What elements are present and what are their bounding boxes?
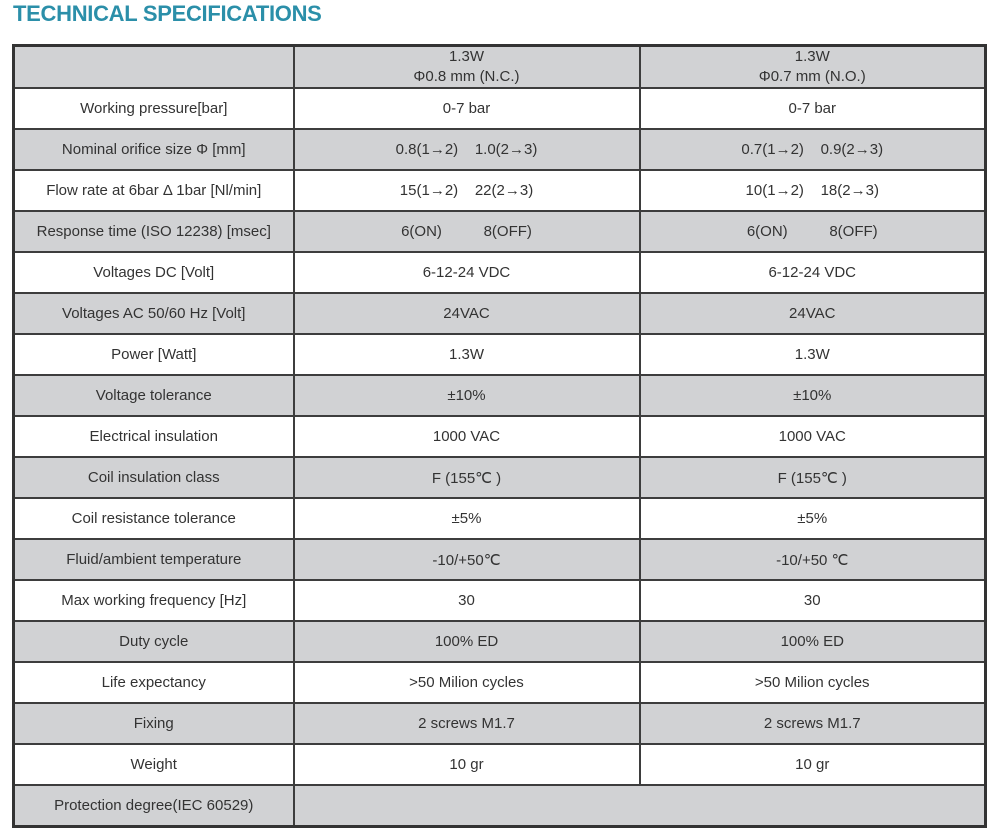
table-row: Duty cycle 100% ED 100% ED: [12, 620, 987, 663]
table-row: Weight 10 gr 10 gr: [12, 743, 987, 786]
row-value: 0.7(1→2) 0.9(2→3): [638, 128, 987, 171]
row-value: ±10%: [292, 374, 641, 417]
row-value: 6(ON) 8(OFF): [292, 210, 641, 253]
row-value: 0-7 bar: [292, 87, 641, 130]
row-value: 0.8(1→2) 1.0(2→3): [292, 128, 641, 171]
row-label: Voltage tolerance: [12, 374, 295, 417]
table-header-row: 1.3W Φ0.8 mm (N.C.) 1.3W Φ0.7 mm (N.O.): [12, 44, 987, 89]
row-value: 1000 VAC: [638, 415, 987, 458]
row-label: Max working frequency [Hz]: [12, 579, 295, 622]
row-label: Voltages AC 50/60 Hz [Volt]: [12, 292, 295, 335]
row-label: Coil resistance tolerance: [12, 497, 295, 540]
table-row: Nominal orifice size Φ [mm] 0.8(1→2) 1.0(…: [12, 128, 987, 171]
spec-table-body: 1.3W Φ0.8 mm (N.C.) 1.3W Φ0.7 mm (N.O.) …: [12, 44, 987, 828]
row-value: -10/+50 ℃: [638, 538, 987, 581]
row-label: Power [Watt]: [12, 333, 295, 376]
table-row: Life expectancy >50 Milion cycles >50 Mili…: [12, 661, 987, 704]
row-value: >50 Milion cycles: [292, 661, 641, 704]
row-value: 10 gr: [638, 743, 987, 786]
table-row: Protection degree(IEC 60529): [12, 784, 987, 828]
row-value: 30: [638, 579, 987, 622]
table-row: Working pressure[bar] 0-7 bar 0-7 bar: [12, 87, 987, 130]
row-value: 10 gr: [292, 743, 641, 786]
table-row: Voltage tolerance ±10% ±10%: [12, 374, 987, 417]
row-label: Coil insulation class: [12, 456, 295, 499]
table-row: Fixing 2 screws M1.7 2 screws M1.7: [12, 702, 987, 745]
row-value: 1.3W: [638, 333, 987, 376]
row-value: ±5%: [292, 497, 641, 540]
row-value: 2 screws M1.7: [638, 702, 987, 745]
row-label: Life expectancy: [12, 661, 295, 704]
row-value: ±10%: [638, 374, 987, 417]
row-value: 24VAC: [638, 292, 987, 335]
row-label: Fluid/ambient temperature: [12, 538, 295, 581]
row-label: Protection degree(IEC 60529): [12, 784, 295, 828]
table-row: Voltages AC 50/60 Hz [Volt] 24VAC 24VAC: [12, 292, 987, 335]
row-label: Electrical insulation: [12, 415, 295, 458]
header-column-no: 1.3W Φ0.7 mm (N.O.): [638, 44, 987, 89]
row-value: >50 Milion cycles: [638, 661, 987, 704]
row-value: 1.3W: [292, 333, 641, 376]
row-value: 6-12-24 VDC: [292, 251, 641, 294]
header-column-nc: 1.3W Φ0.8 mm (N.C.): [292, 44, 641, 89]
row-label: Flow rate at 6bar Δ 1bar [Nl/min]: [12, 169, 295, 212]
page-title: TECHNICAL SPECIFICATIONS: [13, 1, 322, 26]
row-label: Duty cycle: [12, 620, 295, 663]
table-row: Electrical insulation 1000 VAC 1000 VAC: [12, 415, 987, 458]
row-label: Working pressure[bar]: [12, 87, 295, 130]
row-value: F (155℃ ): [638, 456, 987, 499]
table-row: Power [Watt] 1.3W 1.3W: [12, 333, 987, 376]
row-value-merged: [292, 784, 987, 828]
row-value: 1000 VAC: [292, 415, 641, 458]
row-value: 0-7 bar: [638, 87, 987, 130]
row-value: 6(ON) 8(OFF): [638, 210, 987, 253]
row-value: 100% ED: [292, 620, 641, 663]
row-label: Voltages DC [Volt]: [12, 251, 295, 294]
table-row: Response time (ISO 12238) [msec] 6(ON) 8(…: [12, 210, 987, 253]
row-value: 24VAC: [292, 292, 641, 335]
row-value: 30: [292, 579, 641, 622]
row-value: F (155℃ ): [292, 456, 641, 499]
table-row: Voltages DC [Volt] 6-12-24 VDC 6-12-24 VDC: [12, 251, 987, 294]
spec-table: 1.3W Φ0.8 mm (N.C.) 1.3W Φ0.7 mm (N.O.) …: [12, 44, 987, 828]
row-value: 6-12-24 VDC: [638, 251, 987, 294]
row-value: 100% ED: [638, 620, 987, 663]
row-value: 2 screws M1.7: [292, 702, 641, 745]
row-value: 15(1→2) 22(2→3): [292, 169, 641, 212]
table-row: Coil insulation class F (155℃ ) F (155℃ ): [12, 456, 987, 499]
row-value: ±5%: [638, 497, 987, 540]
header-corner-cell: [12, 44, 295, 89]
table-row: Coil resistance tolerance ±5% ±5%: [12, 497, 987, 540]
row-label: Fixing: [12, 702, 295, 745]
table-row: Flow rate at 6bar Δ 1bar [Nl/min] 15(1→2)…: [12, 169, 987, 212]
row-label: Response time (ISO 12238) [msec]: [12, 210, 295, 253]
table-row: Max working frequency [Hz] 30 30: [12, 579, 987, 622]
row-value: 10(1→2) 18(2→3): [638, 169, 987, 212]
table-row: Fluid/ambient temperature -10/+50℃ -10/+50…: [12, 538, 987, 581]
row-value: -10/+50℃: [292, 538, 641, 581]
row-label: Nominal orifice size Φ [mm]: [12, 128, 295, 171]
row-label: Weight: [12, 743, 295, 786]
